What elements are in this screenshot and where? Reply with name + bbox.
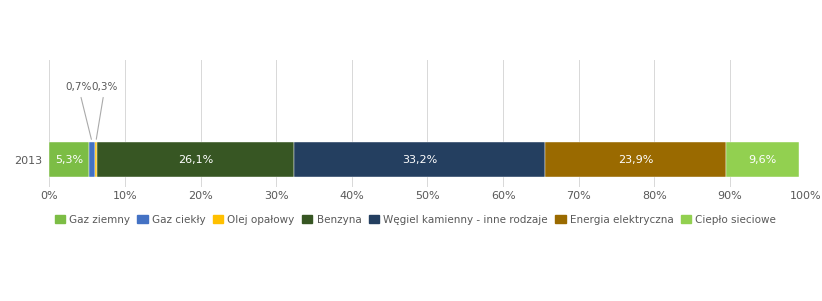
- Text: 0,7%: 0,7%: [65, 82, 91, 139]
- Text: 33,2%: 33,2%: [402, 155, 437, 165]
- Text: 23,9%: 23,9%: [618, 155, 653, 165]
- Text: 0,3%: 0,3%: [92, 82, 118, 139]
- Text: 26,1%: 26,1%: [178, 155, 213, 165]
- Text: 5,3%: 5,3%: [55, 155, 83, 165]
- Bar: [90, 142, 95, 177]
- Text: 9,6%: 9,6%: [748, 155, 777, 165]
- Bar: [95, 142, 97, 177]
- Bar: [49, 142, 90, 177]
- Bar: [546, 142, 726, 177]
- Legend: Gaz ziemny, Gaz ciekły, Olej opałowy, Benzyna, Węgiel kamienny - inne rodzaje, E: Gaz ziemny, Gaz ciekły, Olej opałowy, Be…: [54, 215, 776, 225]
- Bar: [97, 142, 294, 177]
- Bar: [726, 142, 799, 177]
- Bar: [294, 142, 546, 177]
